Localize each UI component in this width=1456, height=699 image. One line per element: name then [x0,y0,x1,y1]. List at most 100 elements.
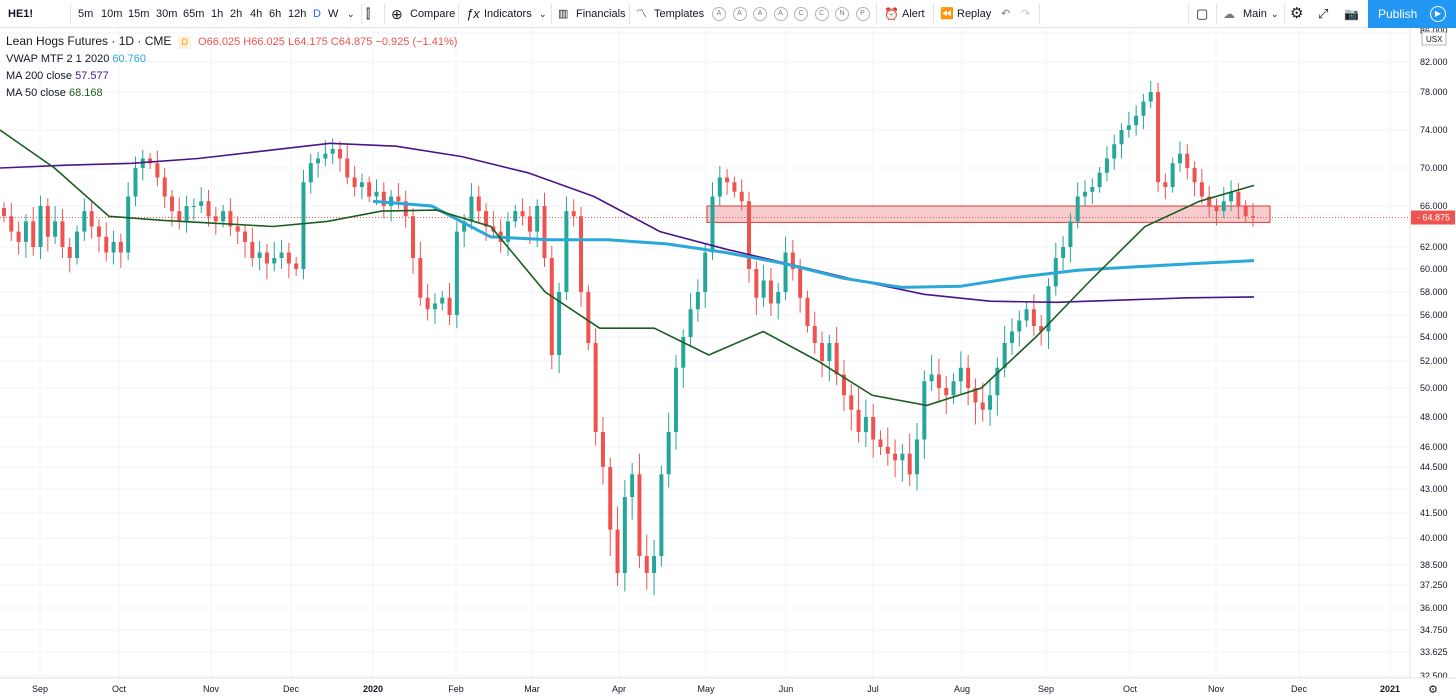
interval-w[interactable]: W [328,8,339,20]
price-tick-label: 50.000 [1420,383,1448,393]
candle-body [279,252,284,258]
time-tick-label: 2020 [363,684,383,694]
undo-icon[interactable]: ↶ [1001,8,1011,20]
compare-plus-icon[interactable]: ⊕ [391,6,403,22]
replay-button[interactable]: Replay [957,8,992,20]
candle-body [432,303,437,310]
time-tick-label: Sep [1038,684,1054,694]
template-slot-6[interactable]: C [814,7,829,21]
financials-chart-icon[interactable]: ▥ [558,8,569,20]
interval-12h[interactable]: 12h [288,8,307,20]
candle-body [907,453,912,475]
legend-badge: D [178,36,191,49]
candle-body [608,467,613,530]
candle-body [308,163,313,183]
interval-1h[interactable]: 1h [211,8,224,20]
toolbar-divider [933,4,934,24]
template-slot-8[interactable]: P [855,7,870,21]
toolbar-divider [361,4,362,24]
interval-6h[interactable]: 6h [269,8,282,20]
candle-body [542,206,547,258]
candle-body [652,556,657,573]
camera-icon[interactable]: 📷 [1344,7,1359,21]
interval-2h[interactable]: 2h [230,8,243,20]
candle-body [659,474,664,556]
interval-10m[interactable]: 10m [101,8,123,20]
replay-rewind-icon[interactable]: ⏪ [940,8,954,20]
publish-button[interactable]: Publish ▶ [1368,0,1456,28]
candle-body [111,241,116,253]
candle-body [337,149,342,159]
play-icon[interactable]: ▶ [1430,6,1446,22]
candle-body [2,208,6,217]
alert-clock-icon[interactable]: ⏰ [884,7,899,21]
interval-65m[interactable]: 65m [183,8,205,20]
chart-style-icon[interactable]: ⫿ [366,6,371,21]
candle-body [1185,153,1190,168]
templates-icon[interactable]: 〽 [636,8,647,20]
templates-button[interactable]: Templates [654,8,705,20]
interval-15m[interactable]: 15m [128,8,150,20]
template-slot-5[interactable]: C [794,7,808,21]
time-axis[interactable]: Sep Oct Nov Dec 2020 Feb Mar Apr May Jun Jul Aug Sep… [0,677,1456,699]
toolbar-divider [1188,4,1189,24]
candle-body [637,474,642,556]
interval-d[interactable]: D [313,8,321,20]
template-slot-3[interactable]: A [753,7,767,21]
fullscreen-square-icon[interactable]: ▢ [1196,6,1209,21]
financials-button[interactable]: Financials [576,8,626,20]
expand-icon[interactable]: ⤢ [1318,6,1329,21]
template-slot-4[interactable]: A [773,7,788,21]
alert-button[interactable]: Alert [902,8,925,20]
candle-body [973,388,978,403]
layout-name[interactable]: Main [1243,8,1267,20]
axis-settings-gear-icon[interactable]: ⚙ [1428,684,1438,696]
candle-body [571,211,576,217]
candle-body [374,191,379,197]
interval-5m[interactable]: 5m [78,8,94,20]
candle-body [1207,196,1212,206]
candle-body [915,439,920,475]
layout-chevron-icon[interactable]: ⌄ [1271,9,1279,19]
price-axis[interactable]: 82.000 78.000 74.000 70.000 66.000 62.000 60.0… [1409,28,1456,699]
price-tick-label: 44.500 [1420,462,1448,472]
candle-body [418,258,423,298]
candle-body [1046,286,1051,332]
indicators-dropdown-chevron-icon[interactable]: ⌄ [539,9,547,19]
time-tick-label: Sep [32,684,48,694]
candle-body [673,367,678,432]
template-slot-1[interactable]: A [712,7,726,21]
template-slot-7[interactable]: N [835,7,849,21]
resistance-zone[interactable] [706,205,1271,223]
candle-body [695,292,700,310]
price-tick-label: 60.000 [1420,264,1448,274]
indicators-fx-icon[interactable]: ƒx [466,6,480,21]
candle-body [411,216,416,258]
redo-icon[interactable]: ↷ [1021,8,1031,20]
interval-chevron-icon[interactable]: ⌄ [347,9,355,19]
candle-body [1112,144,1117,159]
legend-close: C64.875 [330,36,373,48]
candle-body [586,292,591,343]
cloud-icon[interactable]: ☁ [1223,7,1235,21]
template-slot-2[interactable]: A [732,7,747,21]
symbol-search[interactable]: HE1! [8,8,34,20]
candle-body [1199,182,1204,197]
price-tick-label: 62.000 [1420,242,1448,252]
candle-body [75,231,80,258]
candle-body [359,182,364,187]
candle-body [812,326,817,343]
toolbar-divider [629,4,630,24]
candle-body [1017,320,1022,332]
candle-body [1134,115,1139,126]
candle-body [849,395,854,410]
interval-4h[interactable]: 4h [250,8,263,20]
price-chart[interactable]: 82.000 78.000 74.000 70.000 66.000 62.000 60.0… [0,28,1456,699]
last-price-badge [1411,210,1455,225]
compare-button[interactable]: Compare [410,8,456,20]
interval-30m[interactable]: 30m [156,8,178,20]
indicators-button[interactable]: Indicators [484,8,532,20]
price-tick-label: 43.000 [1420,484,1448,494]
candle-body [557,292,562,355]
settings-gear-icon[interactable]: ⚙ [1290,5,1304,22]
